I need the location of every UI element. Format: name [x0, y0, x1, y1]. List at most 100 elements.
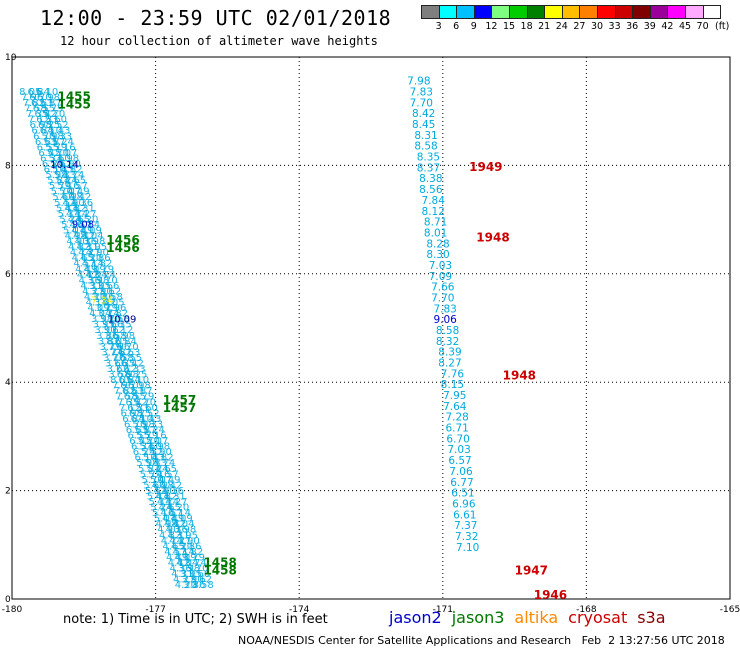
- swh-point: 4.90: [66, 237, 88, 248]
- swh-point: 4.74: [161, 536, 183, 547]
- swh-point: 4.42: [73, 231, 95, 242]
- swh-point: 8.42: [412, 108, 435, 120]
- color-scale-label: 39: [643, 21, 656, 32]
- y-tick-label: 8: [5, 161, 11, 171]
- color-scale-unit: (ft): [715, 21, 730, 32]
- swh-point: 6.33: [123, 364, 145, 375]
- swh-point: 7.96: [104, 303, 126, 314]
- time-label: 1458: [203, 555, 236, 569]
- swh-point: 3.90: [94, 325, 116, 336]
- swh-point: 4.20: [80, 253, 102, 264]
- swh-point: 6.70: [120, 381, 142, 392]
- swh-point: 8.58: [414, 141, 437, 153]
- y-tick-label: 10: [5, 53, 17, 63]
- legend-item-jason2: jason2: [389, 608, 442, 627]
- swh-point: 6.55: [124, 392, 146, 403]
- swh-point: 5.43: [48, 126, 70, 137]
- swh-point: 8.38: [419, 173, 442, 185]
- swh-point: 7.03: [429, 260, 452, 272]
- swh-point: 3.90: [90, 286, 112, 297]
- color-scale-label: 45: [678, 21, 692, 32]
- chart-title: 12:00 - 23:59 UTC 02/01/2018: [40, 6, 392, 30]
- swh-point: 4.57: [70, 220, 92, 231]
- swh-point: 6.55: [120, 353, 142, 364]
- swh-point: 6.63: [35, 137, 57, 148]
- swh-point: 6.42: [38, 148, 60, 159]
- color-scale-label: 42: [661, 21, 674, 32]
- swh-point: 5.60: [143, 480, 165, 491]
- swh-point: 5.87: [130, 386, 152, 397]
- swh-point: 4.27: [173, 575, 195, 586]
- time-label: 1948: [503, 368, 536, 382]
- swh-point: 3.98: [83, 237, 105, 248]
- x-tick-label: -168: [576, 605, 597, 615]
- swh-point: 4.31: [164, 491, 186, 502]
- swh-point: 3.95: [180, 569, 202, 580]
- swh-point: 5.24: [59, 214, 81, 225]
- swh-point: 3.82: [90, 259, 112, 270]
- swh-point: 5.16: [148, 469, 170, 480]
- swh-point: 3.62: [190, 575, 212, 586]
- swh-point: 6.33: [40, 153, 62, 164]
- swh-point: 4.65: [159, 503, 181, 514]
- swh-point: 3.79: [183, 552, 205, 563]
- swh-point: 4.82: [60, 165, 82, 176]
- color-scale-label: 27: [573, 21, 586, 32]
- swh-point: 3.58: [101, 292, 123, 303]
- swh-point: 8.05: [102, 298, 124, 309]
- swh-point: 4.65: [155, 464, 177, 475]
- x-tick-label: -171: [433, 605, 453, 615]
- swh-point: 4.90: [150, 447, 172, 458]
- swh-point: 5.79: [45, 142, 67, 153]
- swh-point: 5.87: [43, 137, 65, 148]
- swh-point: 4.31: [76, 242, 98, 253]
- swh-point: 7.83: [433, 303, 456, 315]
- swh-point: 4.49: [162, 514, 184, 525]
- x-tick-label: -180: [2, 605, 23, 615]
- swh-point: 5.70: [47, 148, 69, 159]
- swh-point: 5.98: [136, 458, 158, 469]
- swh-point: 6.42: [35, 109, 57, 120]
- swh-point: 5.98: [129, 381, 151, 392]
- swh-point: 4.90: [63, 198, 85, 209]
- swh-point: 4.09: [171, 514, 193, 525]
- swh-point: 6.10: [40, 126, 62, 137]
- swh-point: 7.12: [115, 364, 137, 375]
- swh-point: 4.04: [172, 519, 194, 530]
- swh-point: 3.66: [101, 320, 123, 331]
- swh-point: 7.12: [111, 325, 133, 336]
- color-scale-labels: 3 6 9 12 15 18 21 24 27 30 33 36 39 42 45 70 (ft): [421, 21, 740, 35]
- swh-point: 4.82: [155, 491, 177, 502]
- swh-point: 3.66: [188, 569, 210, 580]
- time-label: 1948: [476, 230, 509, 244]
- swh-point: 3.95: [176, 530, 198, 541]
- swh-highlight-label: 7.34: [91, 296, 113, 307]
- swh-point: 5.98: [38, 92, 60, 103]
- swh-point: 5.87: [138, 464, 160, 475]
- swh-point: 5.60: [52, 192, 74, 203]
- y-tick-label: 2: [5, 487, 11, 497]
- swh-point: 4.31: [167, 530, 189, 541]
- swh-point: 3.62: [103, 325, 125, 336]
- swh-point: 3.82: [94, 298, 116, 309]
- swh-point: 3.98: [174, 525, 196, 536]
- swh-point: 4.57: [157, 469, 179, 480]
- color-scale-label: 15: [502, 21, 516, 32]
- swh-point: 6.63: [31, 98, 53, 109]
- time-label: 1455: [57, 97, 90, 111]
- swh-point: 4.65: [68, 214, 90, 225]
- swh-point: 8.35: [417, 152, 440, 164]
- swh-point: 3.98: [87, 275, 109, 286]
- swh-point: 4.74: [157, 497, 179, 508]
- swh-point: 4.90: [59, 159, 81, 170]
- swh-point: 3.70: [95, 275, 117, 286]
- swh-point: 4.14: [78, 220, 100, 231]
- swh-point: 4.57: [73, 259, 95, 270]
- swh-point: 7.82: [110, 347, 132, 358]
- swh-point: 5.33: [141, 419, 163, 430]
- swh-point: 6.10: [36, 87, 58, 98]
- swh-point: 8.56: [419, 184, 443, 196]
- swh-point: 4.82: [159, 530, 181, 541]
- swh-point: 4.82: [68, 242, 90, 253]
- swh-point: 5.70: [138, 436, 160, 447]
